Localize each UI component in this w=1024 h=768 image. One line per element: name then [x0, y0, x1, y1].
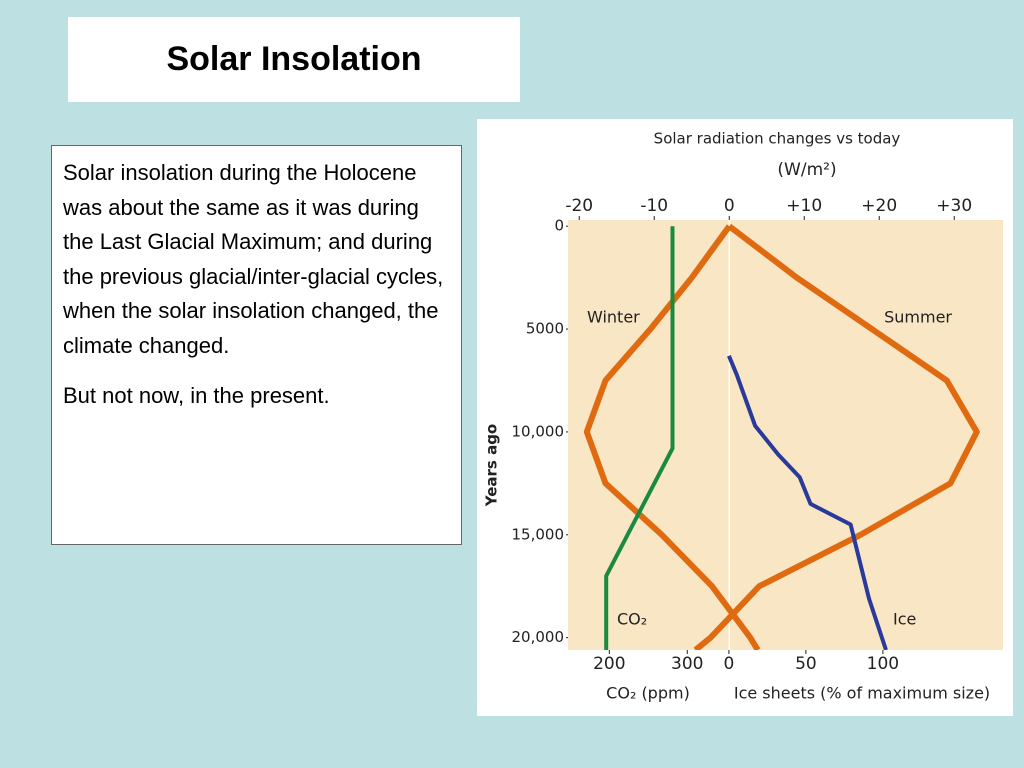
x-tick-label: 0 [724, 196, 735, 216]
x-tick-label: 0 [723, 654, 734, 674]
slide-title: Solar Insolation [68, 17, 520, 102]
paragraph: Solar insolation during the Holocene was… [63, 160, 444, 358]
series-line [727, 355, 888, 650]
x-axis-title: Ice sheets (% of maximum size) [734, 684, 990, 703]
series-line [693, 223, 980, 650]
x-tick-label: 50 [795, 654, 817, 674]
y-axis-title: Years ago [483, 424, 501, 508]
series-label: Winter [587, 308, 640, 327]
x-axis-title: CO₂ (ppm) [606, 684, 690, 703]
x-tick-label: 100 [867, 654, 899, 674]
x-tick-label: +10 [786, 196, 822, 216]
series-line [604, 226, 675, 650]
series-label: Summer [884, 308, 952, 327]
chart-title: Solar radiation changes vs today [654, 130, 901, 148]
paragraph: But not now, in the present. [63, 383, 330, 408]
y-tick-label: 15,000 [512, 525, 565, 543]
plot-area [568, 220, 1003, 650]
y-tick-label: 0 [554, 217, 564, 235]
text-box: Solar insolation during the Holocene was… [51, 145, 462, 545]
chart-subtitle: (W/m²) [777, 160, 836, 180]
series-label: Ice [893, 610, 916, 629]
x-tick-label: 300 [671, 654, 703, 674]
y-tick-label: 20,000 [512, 628, 565, 646]
x-tick-label: +30 [936, 196, 972, 216]
x-tick-label: -10 [640, 196, 668, 216]
x-tick-label: +20 [861, 196, 897, 216]
y-tick-label: 5000 [526, 320, 564, 338]
x-tick-label: -20 [565, 196, 593, 216]
x-tick-label: 200 [593, 654, 625, 674]
y-tick-label: 10,000 [512, 422, 565, 440]
series-label: CO₂ [617, 610, 647, 629]
